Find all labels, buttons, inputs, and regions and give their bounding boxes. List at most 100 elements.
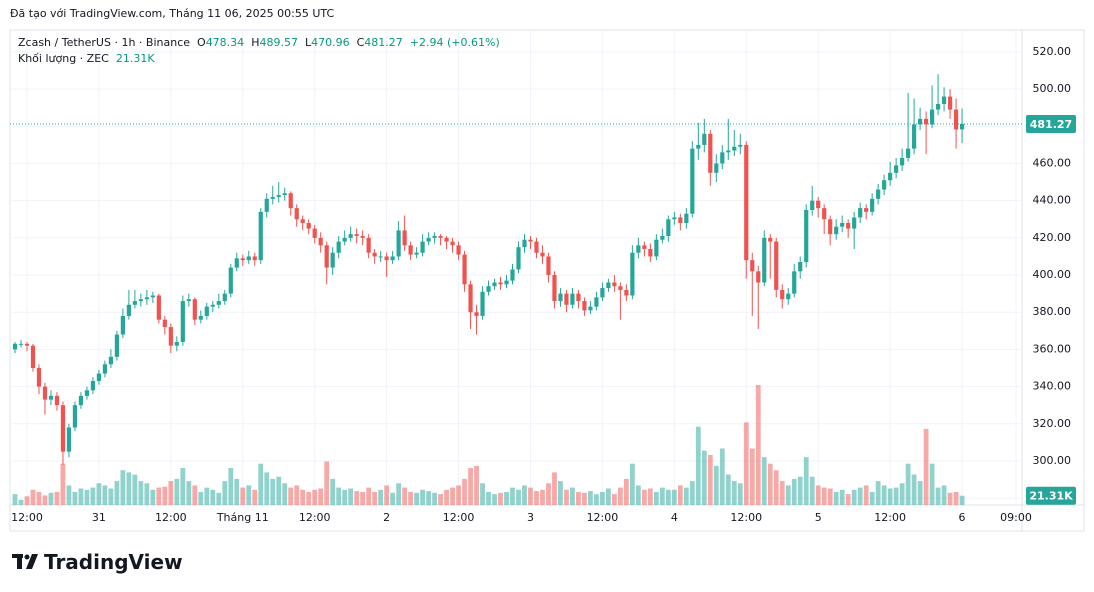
candle-body	[246, 256, 251, 261]
volume-bar	[480, 483, 485, 505]
candle-body	[444, 237, 449, 242]
candle-body	[198, 315, 203, 320]
candle-body	[234, 258, 239, 268]
candle-body	[570, 293, 575, 305]
volume-bar	[390, 492, 396, 505]
volume-bar	[564, 489, 569, 505]
candle-body	[672, 217, 677, 220]
volume-bar	[623, 478, 629, 505]
y-tick-label: 520.00	[1033, 45, 1072, 58]
candle-body	[768, 237, 773, 242]
volume-bar	[138, 481, 144, 505]
candle-body	[576, 293, 581, 302]
volume-bar	[378, 489, 384, 505]
candle-body	[348, 234, 353, 238]
volume-bar	[246, 485, 252, 505]
candle-body	[378, 256, 383, 258]
volume-bar	[444, 489, 449, 505]
volume-bar	[797, 476, 803, 505]
candle-body	[366, 237, 371, 253]
candle-body	[822, 208, 827, 220]
logo-icon	[12, 554, 38, 569]
y-tick-label: 360.00	[1033, 342, 1072, 355]
candle-body	[738, 144, 743, 147]
candle-body	[606, 282, 611, 289]
volume-bar	[450, 487, 455, 505]
volume-bar	[851, 489, 857, 505]
x-tick-label: 12:00	[874, 511, 906, 524]
volume-bar	[516, 489, 521, 505]
volume-bar	[582, 492, 587, 505]
grid	[10, 30, 1022, 505]
volume-bar	[90, 487, 96, 505]
candle-body	[324, 245, 329, 268]
volume-bar	[677, 485, 683, 505]
volume-bar	[240, 487, 246, 505]
volume-bar	[216, 492, 222, 505]
candle-body	[330, 252, 335, 268]
candle-body	[90, 381, 96, 391]
credit: Đã tạo với TradingView.com, Tháng 11 06,…	[10, 7, 335, 20]
candle-body	[774, 241, 779, 290]
candle-body	[150, 295, 155, 298]
candle-body	[828, 219, 833, 235]
candle-body	[276, 195, 281, 197]
candle-body	[360, 236, 365, 238]
volume-bar	[420, 489, 425, 505]
candle-body	[186, 299, 191, 302]
candle-body	[102, 364, 108, 374]
volume-bar	[719, 448, 725, 505]
volume-bar	[749, 448, 755, 505]
candle-body	[96, 373, 102, 382]
candle-body	[780, 289, 785, 300]
brand: TradingView	[44, 550, 183, 574]
volume-bar	[803, 457, 809, 505]
candle-body	[654, 239, 659, 257]
volume-bar	[102, 485, 108, 505]
candle-body	[690, 148, 695, 214]
volume-bar	[911, 474, 917, 505]
candle-body	[744, 144, 749, 261]
volume-bar	[779, 481, 785, 505]
candle-body	[953, 109, 959, 130]
logo: TradingView	[12, 550, 183, 574]
candle-body	[228, 267, 233, 294]
volume-bar	[528, 487, 533, 505]
candle-body	[600, 288, 605, 298]
candle-body	[678, 217, 683, 223]
candle-body	[876, 189, 881, 199]
candle-body	[84, 390, 90, 396]
candle-body	[192, 299, 197, 320]
x-tick-label: 12:00	[443, 511, 475, 524]
candle-body	[900, 157, 905, 166]
x-tick-label: 09:00	[1000, 511, 1032, 524]
candle-body	[959, 123, 965, 130]
ohlc-value: 478.34	[205, 36, 245, 49]
candle-body	[354, 234, 359, 237]
candle-body	[528, 239, 533, 242]
candle-body	[210, 304, 215, 307]
volume-bar	[66, 485, 72, 505]
candle-body	[492, 282, 497, 287]
volume-name: Khối lượng · ZEC	[18, 52, 109, 65]
candle-body	[750, 260, 755, 272]
volume-bar	[731, 481, 737, 505]
x-tick-label: 12:00	[155, 511, 187, 524]
candle-body	[384, 256, 389, 261]
y-tick-label: 380.00	[1033, 305, 1072, 318]
candle-body	[929, 109, 935, 125]
volume-bar	[186, 481, 192, 505]
volume-bar	[659, 487, 665, 505]
candle-body	[792, 271, 797, 294]
volume-bar	[288, 487, 294, 505]
candle-body	[786, 293, 791, 300]
volume-bar	[612, 494, 617, 505]
volume-bar	[462, 478, 467, 505]
candle-body	[54, 395, 60, 406]
candle-body	[756, 271, 761, 283]
volume-bar	[761, 457, 767, 505]
candle-body	[30, 345, 36, 368]
candle-body	[468, 284, 473, 313]
volume-bar	[683, 487, 689, 505]
